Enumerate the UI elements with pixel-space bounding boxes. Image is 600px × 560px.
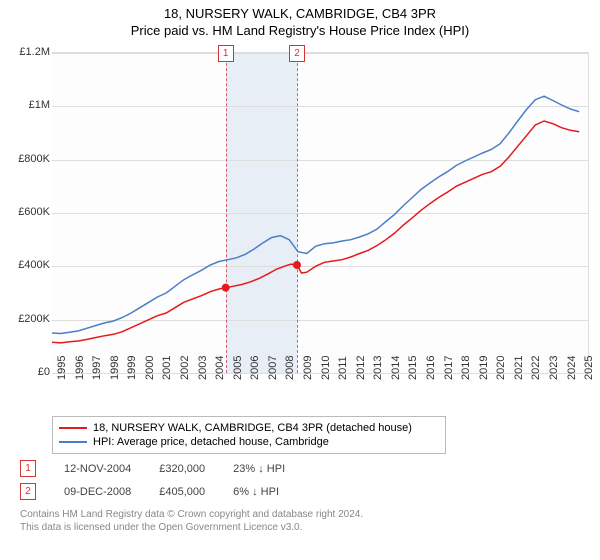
plot-region: 12 <box>52 52 589 373</box>
legend-row: HPI: Average price, detached house, Camb… <box>59 435 439 449</box>
footer-note: Contains HM Land Registry data © Crown c… <box>20 508 590 534</box>
chart-area: 12 £0£200K£400K£600K£800K£1M£1.2M 199519… <box>10 42 590 412</box>
sale-record: 2 09-DEC-2008 £405,000 6% ↓ HPI <box>20 483 590 500</box>
chart-subtitle: Price paid vs. HM Land Registry's House … <box>0 21 600 42</box>
sale-date: 12-NOV-2004 <box>64 463 131 475</box>
legend-row: 18, NURSERY WALK, CAMBRIDGE, CB4 3PR (de… <box>59 421 439 435</box>
legend-swatch <box>59 427 87 429</box>
sale-badge: 1 <box>20 460 36 477</box>
legend-swatch <box>59 441 87 443</box>
legend: 18, NURSERY WALK, CAMBRIDGE, CB4 3PR (de… <box>52 416 446 454</box>
legend-label: HPI: Average price, detached house, Camb… <box>93 436 329 448</box>
sale-price: £320,000 <box>159 463 205 475</box>
legend-label: 18, NURSERY WALK, CAMBRIDGE, CB4 3PR (de… <box>93 422 412 434</box>
sale-date: 09-DEC-2008 <box>64 486 131 498</box>
sale-record: 1 12-NOV-2004 £320,000 23% ↓ HPI <box>20 460 590 477</box>
series-svg <box>52 53 588 373</box>
sale-badge: 2 <box>20 483 36 500</box>
footer-line-1: Contains HM Land Registry data © Crown c… <box>20 508 590 521</box>
chart-title: 18, NURSERY WALK, CAMBRIDGE, CB4 3PR <box>0 0 600 21</box>
sale-delta: 6% ↓ HPI <box>233 486 279 498</box>
chart-container: 18, NURSERY WALK, CAMBRIDGE, CB4 3PR Pri… <box>0 0 600 560</box>
footer-line-2: This data is licensed under the Open Gov… <box>20 521 590 534</box>
sale-price: £405,000 <box>159 486 205 498</box>
sale-delta: 23% ↓ HPI <box>233 463 285 475</box>
